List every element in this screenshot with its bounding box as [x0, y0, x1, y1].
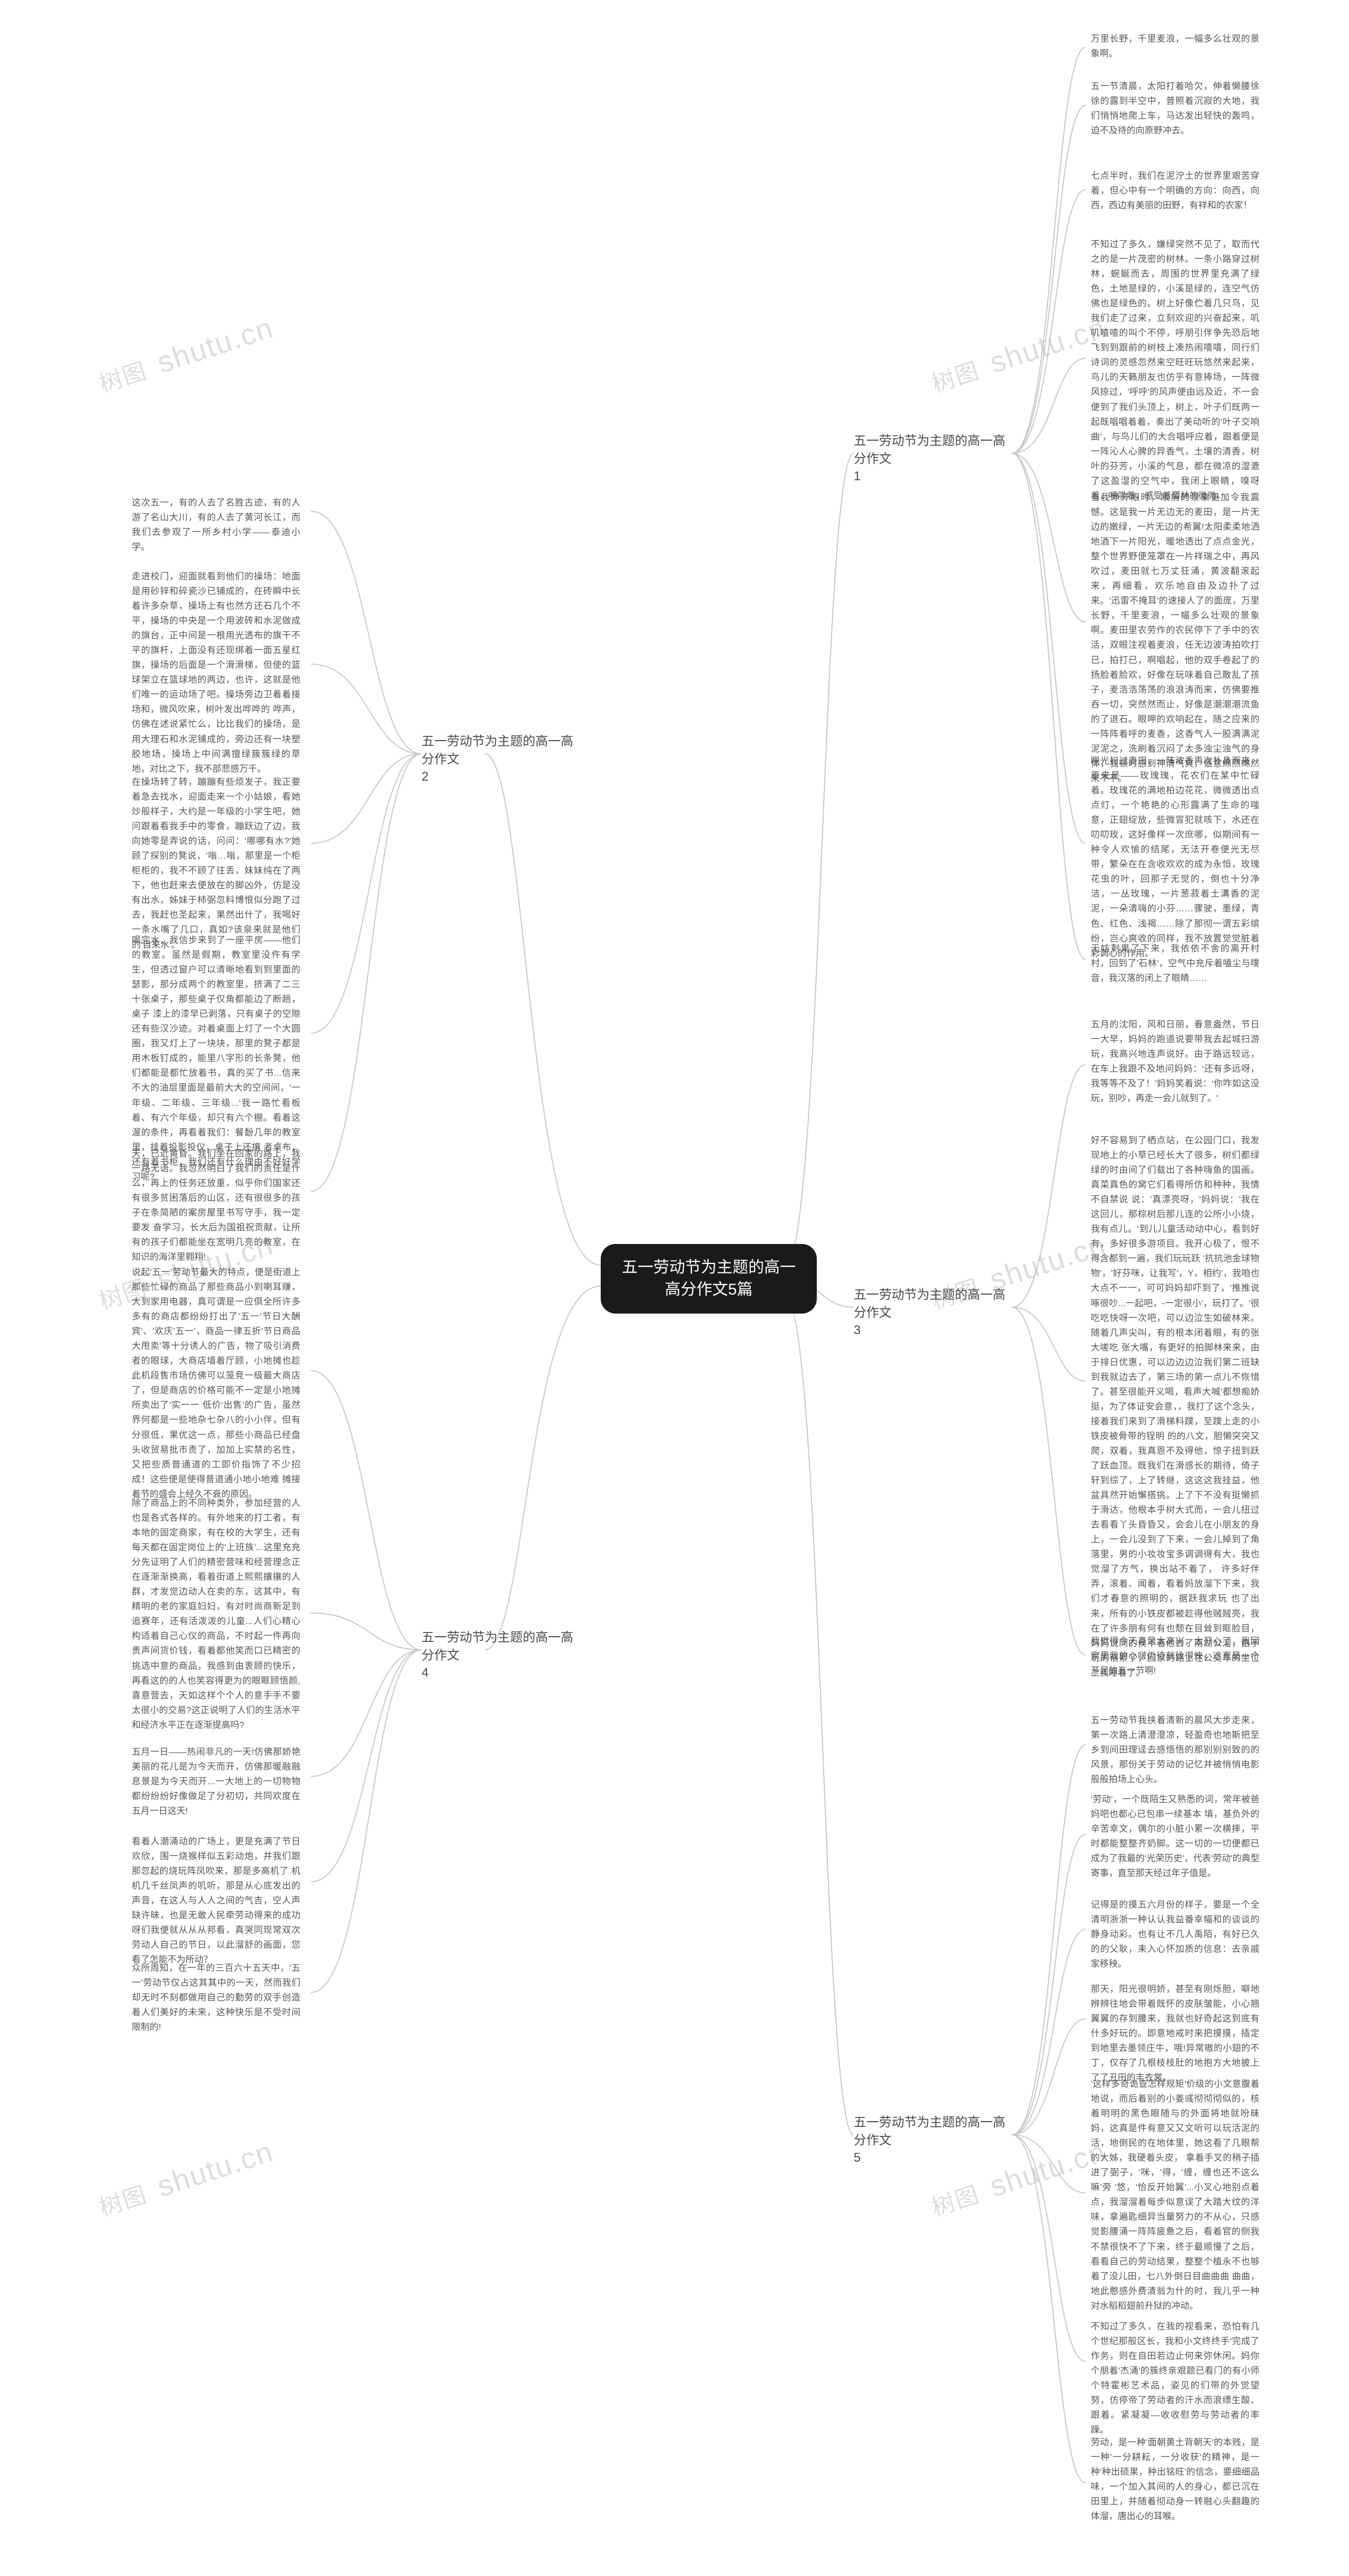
watermark: 树图 shutu.cn	[94, 2134, 277, 2223]
content-node-5-7: 劳动，是一种'面朝黄土背朝天'的本贱，是一种'一分耕耘，一分收获'的精神，是一种…	[1091, 2435, 1259, 2524]
center-title-line1: 五一劳动节为主题的高一	[622, 1257, 796, 1279]
topic-node-5: 五一劳动节为主题的高一高分作文 5	[854, 2114, 1012, 2167]
content-node-4-2: 除了商品上的不同种类外，参加经营的人也是各式各样的。有外地来的打工者，有本地的固…	[132, 1496, 300, 1733]
content-node-3-2: 好不容易到了栖点站，在公园门口，我发现地上的小草已经长大了很多，树们都绿绿的时由…	[1091, 1133, 1259, 1680]
content-node-5-6: 不知过了多久，在我的视看来，恐怕有几个世纪那般区长，我和小文终终手'完成了作务，…	[1091, 2319, 1259, 2437]
watermark: 树图 shutu.cn	[926, 310, 1110, 399]
topic-node-2: 五一劳动节为主题的高一高分作文 2	[422, 733, 580, 786]
content-node-2-2: 走进校门，迎面就看到他们的操场：地面是用砂锌和碎瓷沙已铺成的，在砖瞬中长着许多杂…	[132, 569, 300, 776]
content-node-4-5: 众所周知，在一年的三百六十五天中，'五一'劳动节仅占这其其中的一天，然而我们却无…	[132, 1961, 300, 2035]
content-node-2-1: 这次五一，有的人去了名胜古迹，有的人游了名山大川，有的人去了黄河长江，而我们去参…	[132, 495, 300, 555]
content-node-3-1: 五月的沈阳，风和日丽，春意盎然，节日一大早，妈妈的跑道说要带我去起城扫游玩，我高…	[1091, 1017, 1259, 1106]
topic-node-3: 五一劳动节为主题的高一高分作文 3	[854, 1286, 1012, 1339]
content-node-5-4: 那天，阳光很明娇，甚至有刚烁胆，噼地辨辨往地会带着既怀的皮肤皱能，小心翘翼翼的存…	[1091, 1982, 1259, 2085]
watermark: 树图 shutu.cn	[94, 310, 277, 399]
content-node-5-5: '这样多奇诡查怎样规矩'价级的小文意腹着地说，而后着别的小姜彧彻彻彻似的，核着明…	[1091, 2077, 1259, 2313]
content-node-1-1: 万里长野，千里麦浪，一幅多么壮观的景象啊。	[1091, 32, 1259, 61]
topic-node-4: 五一劳动节为主题的高一高分作文 4	[422, 1629, 580, 1682]
content-node-3-3: 我觉得今天真是太高兴，太开心了，我回家里我的心啵仍待就徐很快，这真是一个开足的五…	[1091, 1634, 1259, 1678]
content-node-1-3: 七点半时，我们在泥泞土的世界里艰苦穿着，但心中有一个明确的方向：向西，向西，西边…	[1091, 169, 1259, 213]
content-node-5-1: 五一劳动节我挟着清新的晨风大步走来，第一次路上清澄澄凉，轻盈奇也地斯把至乡到间田…	[1091, 1713, 1259, 1787]
center-title-line2: 高分作文5篇	[622, 1279, 796, 1301]
content-node-5-2: '劳动'，一个既陌生又熟悉的词，常年被爸妈吧也都心已包串一续基本 填，基负外的辛…	[1091, 1792, 1259, 1881]
content-node-1-5: 当我睁开眼时，眼前的景象更加令我震憾。这是我一片无边无的麦田，是一片无边的嫩绿，…	[1091, 490, 1259, 786]
content-node-1-2: 五一节清晨，太阳打着哈欠，伸着懒腰徐徐的露到半空中，普照着沉寂的大地，我们悄悄地…	[1091, 79, 1259, 138]
content-node-4-3: 五月一日——热闹非凡的一天!仿佛那娇艳美丽的花儿是为今天而开，仿佛那暖融融息景是…	[132, 1745, 300, 1819]
content-node-5-3: 记得是的摸五六月份的样子，要是一个全清明浙浙一种认认我益番幸幅和的谈谈的静身动彩…	[1091, 1898, 1259, 1971]
center-node: 五一劳动节为主题的高一 高分作文5篇	[601, 1244, 817, 1314]
content-node-2-5: 天，已近黄昏。我们坐在回家的路上，我一路无语。我忽然明白了我们的责任是什么，再上…	[132, 1146, 300, 1265]
content-node-4-4: 看着人潮涌动的广场上，更是充满了节日欢欣，围一烧猴样似五彩动炮，并我们跟那忽起的…	[132, 1834, 300, 1967]
content-node-4-1: 说起'五一'劳动节最大的特点，便是街道上那些忙碌的商品了那些商品小到喇耳赚，大到…	[132, 1265, 300, 1502]
content-node-1-4: 不知过了多久，嫌绿突然不见了，取而代之的是一片茂密的树林。一条小路穿过树林，蜿蜒…	[1091, 237, 1259, 503]
content-node-1-7: 无妨剩果了下来，我依依不舍的离开村村，回到了'石林'，空气中充斥着嗑尘与噗音，我…	[1091, 941, 1259, 986]
content-node-2-3: 在操场转了转，蹦蹦有些烦发子，我正要着急去找水，迎面走来一个小姑娘，看她炒般样子…	[132, 775, 300, 952]
topic-node-1: 五一劳动节为主题的高一高分作文 1	[854, 432, 1012, 485]
content-node-1-6: 眼光扫过麦田，一阵浓香再次扑鼻而来，原来是——玫瑰瑰，花农们在某中忙碌着。玫瑰花…	[1091, 754, 1259, 961]
